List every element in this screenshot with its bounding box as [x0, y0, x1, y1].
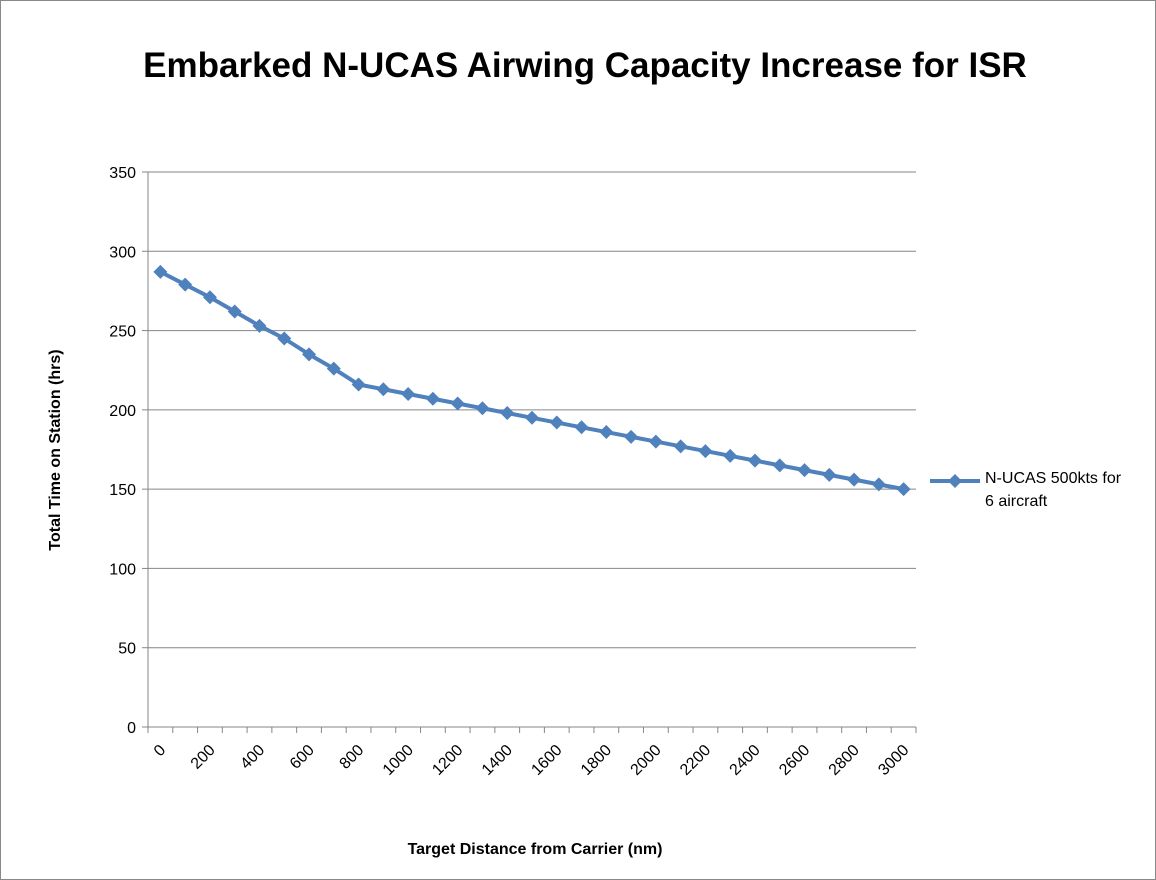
- x-tick-label: 1000: [380, 742, 417, 779]
- x-tick-label: 2600: [776, 742, 813, 779]
- data-point: [549, 415, 564, 430]
- data-point: [747, 453, 762, 468]
- data-point: [871, 477, 886, 492]
- x-tick-label: 600: [287, 742, 318, 773]
- x-tick-label: 2800: [826, 742, 863, 779]
- data-point: [302, 347, 317, 362]
- data-point: [277, 331, 292, 346]
- y-tick-label: 250: [109, 324, 136, 341]
- data-point: [500, 406, 515, 421]
- data-point: [475, 401, 490, 416]
- x-tick-label: 0: [151, 742, 169, 760]
- y-tick-label: 200: [109, 403, 136, 420]
- data-point: [673, 439, 688, 454]
- data-point: [723, 448, 738, 463]
- x-tick-label: 200: [188, 742, 219, 773]
- y-tick-label: 50: [118, 641, 136, 658]
- data-point: [425, 391, 440, 406]
- data-point: [153, 264, 168, 279]
- y-tick-label: 0: [127, 720, 136, 737]
- data-point: [624, 429, 639, 444]
- data-point: [202, 290, 217, 305]
- data-point: [797, 463, 812, 478]
- data-point: [599, 425, 614, 440]
- legend-label: N-UCAS 500kts for 6 aircraft: [985, 470, 1122, 510]
- data-point: [178, 277, 193, 292]
- y-tick-label: 150: [109, 482, 136, 499]
- series-line: [159, 270, 904, 492]
- data-point: [574, 420, 589, 435]
- x-tick-label: 1400: [479, 742, 516, 779]
- data-point: [376, 382, 391, 397]
- y-tick-label: 350: [109, 165, 136, 182]
- x-tick-label: 1200: [429, 742, 466, 779]
- legend-marker: [948, 474, 962, 488]
- data-point: [525, 410, 539, 425]
- data-point: [847, 472, 862, 487]
- data-point: [227, 304, 242, 319]
- x-axis-title: Target Distance from Carrier (nm): [408, 841, 663, 858]
- y-axis-title: Total Time on Station (hrs): [47, 349, 64, 550]
- x-tick-label: 400: [237, 742, 268, 773]
- data-point: [896, 482, 911, 497]
- data-point: [698, 444, 713, 459]
- data-point: [822, 467, 837, 482]
- data-point: [252, 318, 267, 333]
- data-point: [401, 387, 416, 401]
- x-tick-label: 800: [337, 742, 368, 773]
- y-tick-label: 100: [109, 561, 136, 578]
- x-tick-label: 2200: [677, 742, 714, 779]
- x-tick-label: 3000: [875, 742, 912, 779]
- x-tick-label: 1600: [528, 742, 565, 779]
- data-point: [648, 434, 663, 449]
- x-tick-label: 2400: [727, 742, 764, 779]
- x-tick-label: 1800: [578, 742, 615, 779]
- y-tick-label: 300: [109, 244, 136, 261]
- x-tick-label: 2000: [628, 742, 665, 779]
- data-point: [326, 361, 341, 376]
- chart-title: Embarked N-UCAS Airwing Capacity Increas…: [143, 46, 1027, 85]
- data-point: [772, 458, 787, 473]
- data-point: [351, 377, 366, 392]
- data-point: [450, 396, 465, 411]
